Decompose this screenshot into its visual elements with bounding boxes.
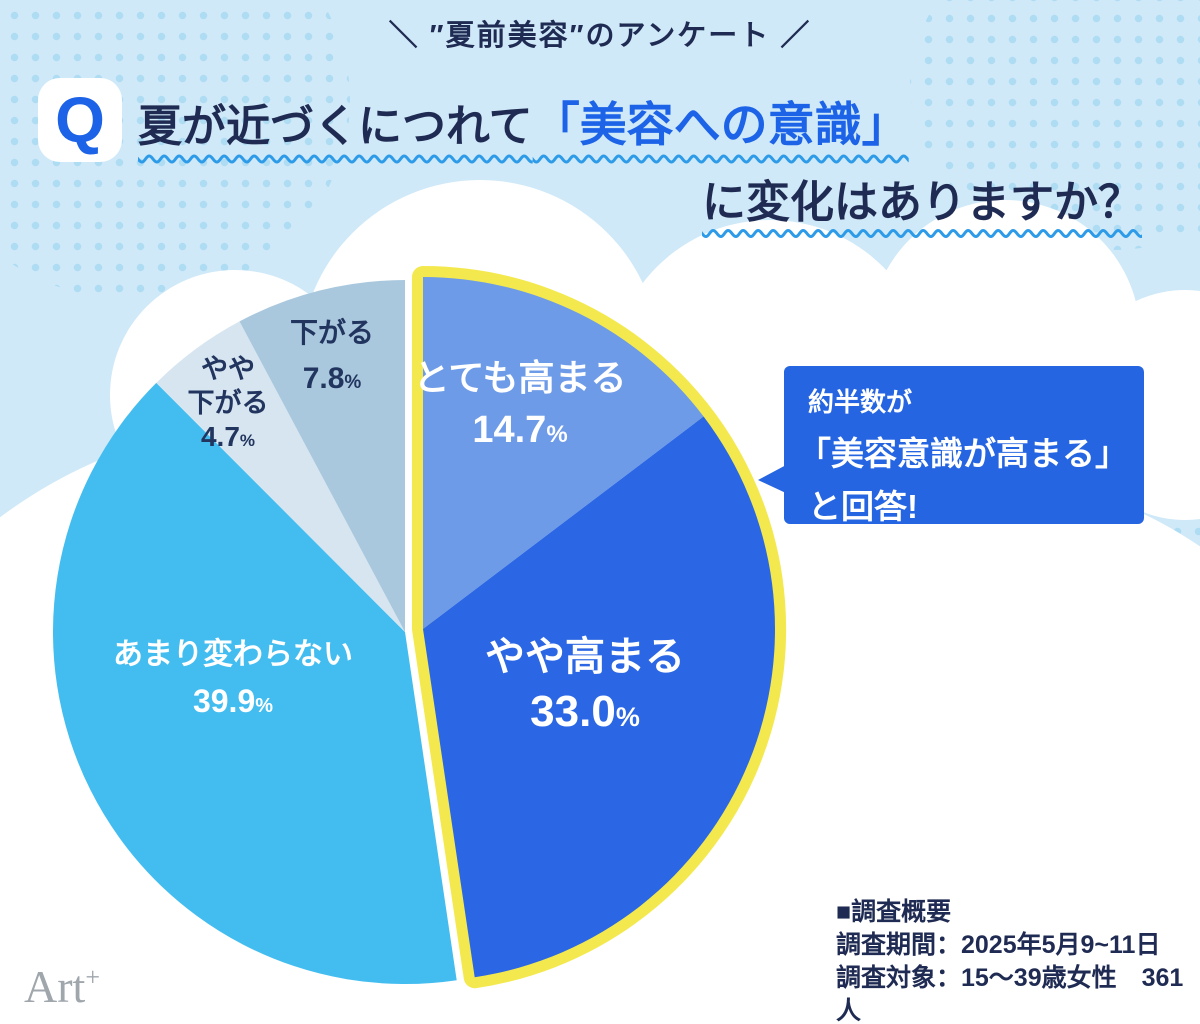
title-line1-dark: 夏が近づくにつれて (138, 101, 533, 151)
banner-text: ＼ ″夏前美容″のアンケート ／ (388, 20, 812, 52)
callout-line1: 約半数が (808, 387, 913, 417)
title-line1: 夏が近づくにつれて「美容への意識」 (138, 86, 909, 155)
pie-chart: とても高まる 14.7%やや高まる 33.0%あまり変わらない 39.9%やや下がる 4… (52, 266, 787, 989)
callout-line3: と回答! (808, 488, 918, 525)
pie-slice-4 (239, 280, 405, 632)
pie-label-0: とても高まる 14.7% (413, 357, 626, 451)
q-badge-letter: Q (55, 84, 105, 156)
q-badge: Q (38, 78, 122, 162)
callout-pointer (758, 464, 788, 494)
brand-logo-plus: + (85, 962, 100, 992)
pie-label-4: 下がる 7.8% (290, 316, 374, 395)
pie-slice-3 (156, 321, 405, 632)
question-title-row: Q 夏が近づくにつれて「美容への意識」 (38, 78, 909, 162)
pie-slice-0 (423, 277, 704, 629)
callout-box: 約半数が 「美容意識が高まる」 と回答! (758, 366, 1144, 525)
brand-logo-text: Art (24, 961, 86, 1012)
pie-slice-2 (52, 382, 457, 985)
pie-slice-1 (423, 416, 775, 978)
survey-row-subjects: 調査対象：15〜39歳女性 361人 (836, 964, 1184, 1024)
callout-line2: 「美容意識が高まる」 (798, 435, 1128, 472)
title-line2: に変化はありますか？ (702, 166, 1142, 230)
survey-row-period: 調査期間：2025年5月9~11日 (836, 931, 1161, 959)
survey-banner: ＼ ″夏前美容″のアンケート ／ (0, 12, 1200, 54)
pie-label-2: あまり変わらない 39.9% (113, 637, 353, 719)
title-line2-text: に変化はありますか？ (702, 178, 1142, 227)
title-line1-blue: 「美容への意識」 (532, 97, 909, 151)
survey-heading: ■調査概要 (836, 898, 952, 926)
brand-logo: Art+ (24, 960, 100, 1013)
pie-label-1: やや高まる 33.0% (485, 635, 685, 736)
survey-overview: ■調査概要 調査期間：2025年5月9~11日 調査対象：15〜39歳女性 36… (836, 896, 1200, 1024)
